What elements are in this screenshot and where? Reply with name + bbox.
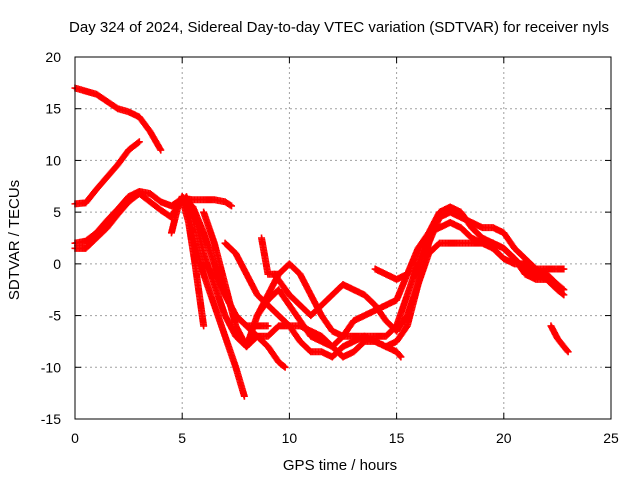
y-tick-label: 0	[53, 256, 61, 272]
series-sat-o	[547, 322, 572, 356]
series-sat-m	[258, 234, 283, 278]
series-sat-i	[221, 203, 568, 361]
data-point	[228, 202, 236, 210]
data-point	[560, 265, 568, 273]
x-tick-label: 20	[496, 430, 512, 446]
data-point	[559, 290, 567, 298]
grid	[75, 57, 611, 419]
data-point	[264, 322, 272, 330]
data-point	[281, 363, 289, 371]
data-point	[403, 270, 411, 278]
y-tick-label: 20	[45, 49, 61, 65]
x-tick-label: 10	[282, 430, 298, 446]
series-sat-g	[178, 195, 208, 330]
y-tick-label: -5	[49, 308, 62, 324]
data-point	[564, 348, 572, 356]
y-tick-label: 5	[53, 204, 61, 220]
data-point	[226, 201, 234, 209]
series-sat-h	[200, 208, 568, 351]
data-point	[563, 347, 571, 355]
data-point	[560, 291, 568, 299]
plot-frame	[74, 56, 612, 420]
y-tick-label: -10	[41, 359, 61, 375]
data-point	[157, 146, 165, 154]
data-point	[275, 270, 283, 278]
y-axis-label: SDTVAR / TECUs	[6, 180, 23, 300]
data-point	[135, 138, 143, 146]
y-tick-label: 15	[45, 101, 61, 117]
y-tick-label: -15	[41, 411, 61, 427]
x-tick-label: 5	[178, 430, 186, 446]
x-tick-label: 0	[71, 430, 79, 446]
data-point	[396, 352, 404, 360]
data-point	[397, 353, 405, 361]
data-points	[71, 84, 572, 400]
data-point	[134, 139, 142, 147]
x-tick-label: 25	[603, 430, 619, 446]
series-sat-a	[71, 84, 165, 154]
series-sat-l	[253, 218, 551, 351]
data-point	[280, 362, 288, 370]
series-sat-b	[71, 138, 143, 208]
chart-title: Day 324 of 2024, Sidereal Day-to-day VTE…	[69, 19, 609, 36]
x-tick-label: 15	[389, 430, 405, 446]
x-axis-label: GPS time / hours	[283, 457, 397, 474]
data-point	[240, 392, 248, 400]
data-point	[543, 275, 551, 283]
data-point	[200, 322, 208, 330]
y-tick-label: 10	[45, 152, 61, 168]
series-sat-n	[371, 265, 411, 283]
